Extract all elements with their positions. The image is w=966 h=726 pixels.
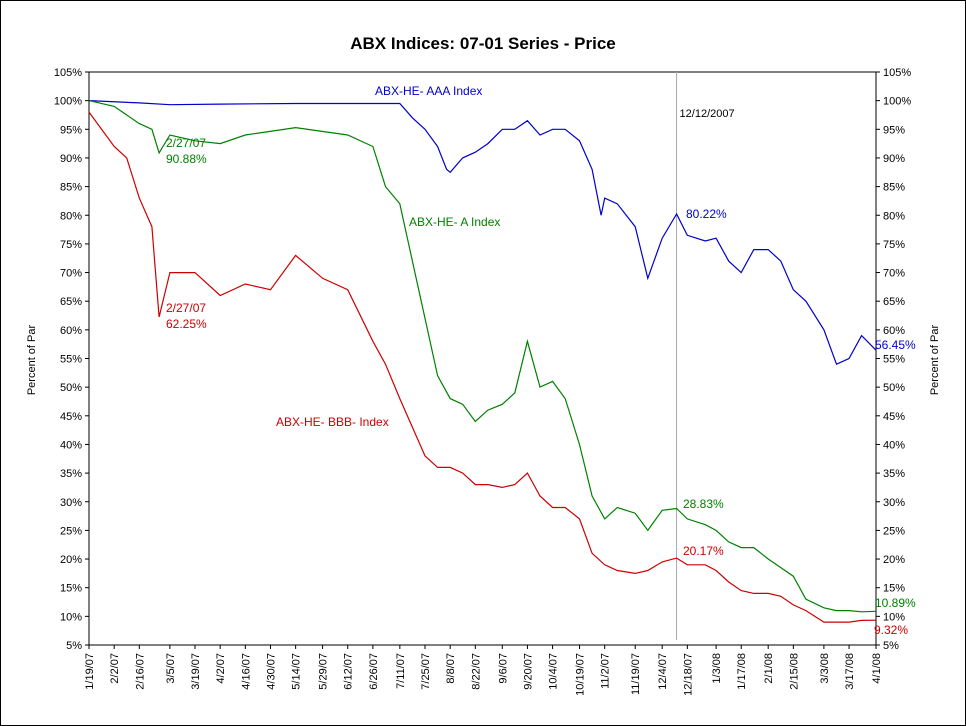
y-tick-label-left: 100% [54, 96, 82, 108]
x-tick-label: 9/20/07 [522, 653, 534, 690]
x-tick-label: 2/2/07 [109, 653, 121, 684]
annotations: 2/27/07 90.88% 2/27/07 62.25% 80.22% 28.83% 20… [166, 136, 916, 637]
x-tick-label: 9/6/07 [497, 653, 509, 684]
series-label-aaa: ABX-HE- AAA Index [375, 84, 482, 98]
x-tick-label: 3/19/07 [190, 653, 202, 690]
annotation-value: 56.45% [875, 338, 916, 352]
annotation-value: 9.32% [874, 623, 908, 637]
annotation-value: 28.83% [683, 497, 724, 511]
chart-title: ABX Indices: 07-01 Series - Price [350, 34, 616, 53]
y-tick-label-left: 40% [60, 439, 82, 451]
y-tick-label-left: 90% [60, 153, 82, 165]
series-group [88, 100, 877, 623]
x-tick-label: 1/17/08 [736, 653, 748, 690]
annotation-callout: 2/27/07 62.25% [166, 301, 207, 331]
y-axis-title-left: Percent of Par [26, 325, 38, 396]
x-tick-label: 5/14/07 [291, 653, 303, 690]
x-tick-label: 6/26/07 [368, 653, 380, 690]
y-tick-label-right: 5% [883, 640, 899, 652]
y-tick-label-right: 100% [883, 96, 911, 108]
annotation-value: 80.22% [686, 207, 727, 221]
reference-line-label: 12/12/2007 [680, 108, 735, 120]
y-tick-label-left: 35% [60, 468, 82, 480]
annotation-value: 20.17% [683, 544, 724, 558]
y-tick-label-right: 10% [883, 611, 905, 623]
x-tick-label: 3/5/07 [165, 653, 177, 684]
y-tick-label-left: 75% [60, 239, 82, 251]
y-tick-label-right: 15% [883, 583, 905, 595]
y-tick-label-right: 65% [883, 296, 905, 308]
x-tick-label: 6/12/07 [343, 653, 355, 690]
plot-area [88, 71, 877, 646]
annotation-callout: 2/27/07 90.88% [166, 136, 207, 166]
x-tick-label: 2/15/08 [788, 653, 800, 690]
x-tick-label: 4/16/07 [240, 653, 252, 690]
x-tick-label: 2/1/08 [763, 653, 775, 684]
y-tick-label-left: 30% [60, 497, 82, 509]
y-tick-label-right: 25% [883, 525, 905, 537]
x-tick-label: 8/22/07 [470, 653, 482, 690]
x-tick-label: 7/25/07 [420, 653, 432, 690]
annotation-value: 10.89% [875, 596, 916, 610]
y-tick-label-right: 70% [883, 268, 905, 280]
x-axis: 1/19/07 2/2/07 2/16/07 3/5/07 3/19/07 4/2/07 4… [84, 645, 883, 696]
series-line-3 [88, 111, 877, 623]
y-tick-label-right: 40% [883, 439, 905, 451]
y-tick-label-left: 55% [60, 354, 82, 366]
y-tick-label-right: 105% [883, 67, 911, 79]
x-tick-label: 4/30/07 [265, 653, 277, 690]
x-tick-label: 4/1/08 [871, 653, 883, 684]
y-tick-label-left: 80% [60, 210, 82, 222]
x-tick-label: 3/17/08 [844, 653, 856, 690]
series-label-a: ABX-HE- A Index [409, 215, 500, 229]
y-tick-label-left: 5% [66, 640, 82, 652]
series-labels: ABX-HE- AAA Index ABX-HE- A Index ABX-HE… [276, 84, 500, 429]
x-tick-label: 10/19/07 [575, 653, 587, 696]
y-tick-label-left: 15% [60, 583, 82, 595]
y-tick-label-right: 90% [883, 153, 905, 165]
x-tick-label: 3/3/08 [819, 653, 831, 684]
x-tick-label: 11/2/07 [600, 653, 612, 689]
y-tick-label-left: 95% [60, 124, 82, 136]
x-tick-label: 12/4/07 [657, 653, 669, 690]
y-tick-label-left: 25% [60, 525, 82, 537]
y-tick-label-right: 85% [883, 182, 905, 194]
x-tick-label: 4/2/07 [215, 653, 227, 684]
x-tick-label: 11/19/07 [630, 653, 642, 695]
y-tick-label-left: 70% [60, 268, 82, 280]
y-tick-label-right: 60% [883, 325, 905, 337]
x-tick-label: 1/19/07 [84, 653, 96, 690]
x-tick-label: 12/18/07 [682, 653, 694, 696]
y-axis: 5% 5% 10% 10% 15% 15% 20% 20% 25% 25% 30% 30% 35% 35%… [54, 67, 911, 652]
y-tick-label-left: 50% [60, 382, 82, 394]
y-tick-label-left: 105% [54, 67, 82, 79]
x-tick-label: 2/16/07 [134, 653, 146, 690]
y-axis-title-right: Percent of Par [929, 325, 941, 396]
series-line-1 [88, 100, 877, 366]
y-tick-label-right: 95% [883, 124, 905, 136]
y-tick-label-left: 85% [60, 182, 82, 194]
x-tick-label: 8/8/07 [445, 653, 457, 684]
y-tick-label-right: 75% [883, 239, 905, 251]
x-tick-label: 10/4/07 [548, 653, 560, 690]
x-tick-label: 1/3/08 [711, 653, 723, 684]
series-label-bbb: ABX-HE- BBB- Index [276, 415, 389, 429]
series-line-2 [88, 100, 877, 613]
y-tick-label-left: 10% [60, 611, 82, 623]
y-tick-label-left: 65% [60, 296, 82, 308]
y-tick-label-right: 30% [883, 497, 905, 509]
y-tick-label-left: 45% [60, 411, 82, 423]
y-tick-label-right: 45% [883, 411, 905, 423]
y-tick-label-right: 55% [883, 354, 905, 366]
x-tick-label: 7/11/07 [395, 653, 407, 689]
y-tick-label-right: 20% [883, 554, 905, 566]
y-tick-label-right: 50% [883, 382, 905, 394]
x-tick-label: 5/29/07 [318, 653, 330, 690]
y-tick-label-left: 60% [60, 325, 82, 337]
y-tick-label-right: 35% [883, 468, 905, 480]
y-tick-label-left: 20% [60, 554, 82, 566]
y-tick-label-right: 80% [883, 210, 905, 222]
